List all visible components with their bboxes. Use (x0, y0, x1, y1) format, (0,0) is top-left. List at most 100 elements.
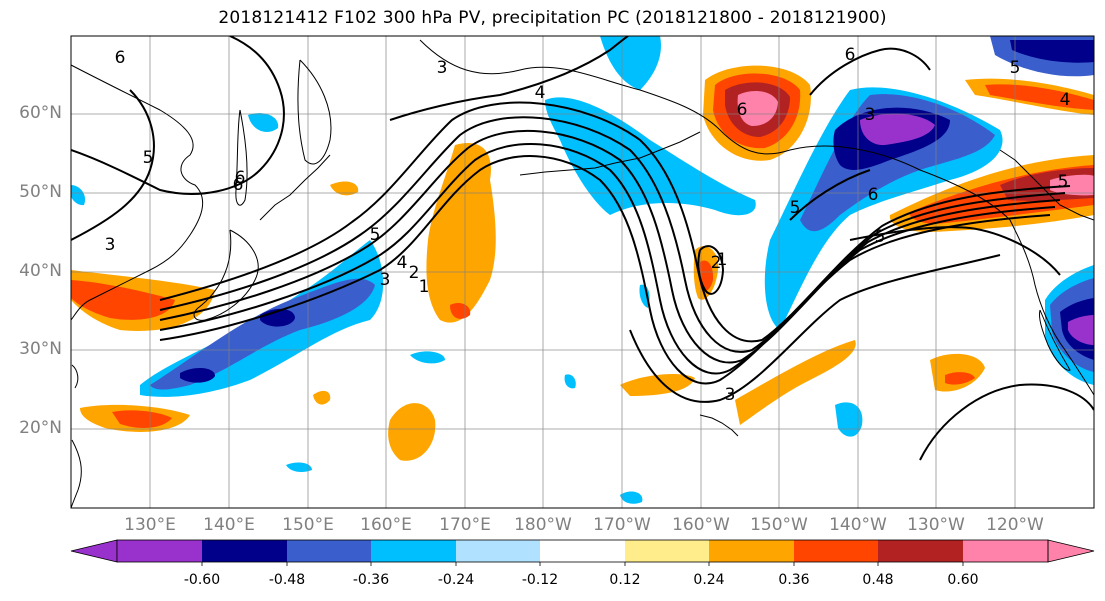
contour-label: 5 (1058, 172, 1069, 192)
coastline-kamchatka (297, 59, 332, 165)
colorbar-tick-label: 0.36 (778, 572, 810, 588)
negative-anomaly-spot-2 (410, 351, 445, 364)
lat-label: 20°N (19, 418, 62, 438)
positive-anomaly-small-1 (330, 181, 359, 196)
colorbar-tick-label: 0.12 (609, 572, 641, 588)
pv-contour-7 (71, 36, 285, 195)
contour-label: 4 (1060, 90, 1071, 110)
pv-contour-12 (919, 383, 1094, 461)
colorbar-swatch (117, 540, 202, 562)
colorbar-tick-label: 0.24 (693, 572, 725, 588)
lon-label: 120°W (986, 515, 1044, 535)
lat-label: 60°N (19, 103, 62, 123)
lon-label: 130°E (124, 515, 176, 535)
pv-contours (71, 36, 1094, 461)
lon-label: 130°W (907, 515, 965, 535)
pv-contour-9 (629, 254, 1001, 403)
colorbar-swatch (202, 540, 287, 562)
coastline-kuril (259, 154, 331, 221)
contour-label: 3 (105, 235, 116, 255)
coastline-alaska (419, 39, 1011, 221)
negative-anomaly-spot-3 (620, 491, 643, 504)
negative-anomaly-east-purple (860, 113, 935, 146)
colorbar-swatch (794, 540, 878, 562)
coastline-baja (1039, 309, 1071, 371)
positive-anomaly-south-core (112, 410, 172, 428)
coastline-sakhalin (235, 109, 248, 206)
lon-label: 170°E (439, 515, 491, 535)
contour-label: 1 (419, 277, 430, 297)
negative-anomaly-north-top (600, 36, 661, 90)
coastline-hawaii (699, 414, 739, 437)
positive-anomaly-pnw-pink (1050, 174, 1094, 196)
pv-contour-13 (849, 226, 1061, 276)
negative-anomaly-baja-purple (1068, 315, 1094, 345)
colorbar-swatch (709, 540, 794, 562)
coastline-aleutians (519, 131, 701, 176)
colorbar-tick-label: 0.48 (862, 572, 894, 588)
contour-label: 5 (1010, 58, 1021, 78)
colorbar-swatch (878, 540, 963, 562)
positive-anomaly-hawaii-1 (735, 340, 856, 425)
lon-label: 180°W (514, 515, 572, 535)
contour-label: 3 (437, 58, 448, 78)
contour-label: 6 (233, 175, 244, 195)
colorbar-tick-label: 0.60 (947, 572, 979, 588)
contour-labels: 6 3 4 5 6 3 5 6 5 6 5 6 5 3 4 5 3 2 1 2 … (105, 45, 1071, 405)
contour-label: 5 (790, 198, 801, 218)
colorbar-swatch (456, 540, 540, 562)
contour-label: 3 (725, 385, 736, 405)
pv-contour-5 (159, 101, 1071, 343)
positive-anomaly-hawaii-3-red (945, 372, 975, 385)
pv-contour-11 (789, 169, 871, 221)
positive-anomaly-japan-core (71, 280, 175, 320)
coastline-nw-canada (999, 149, 1094, 221)
contour-label: 1 (717, 250, 728, 270)
contour-label: 5 (875, 227, 886, 247)
contour-label: 6 (115, 48, 126, 68)
contour-label: 6 (845, 45, 856, 65)
negative-anomaly-core-west-2 (180, 367, 215, 383)
colorbar-tick-label: -0.36 (352, 572, 390, 588)
positive-anomaly-goa-pink (737, 90, 778, 126)
contour-label: 5 (143, 148, 154, 168)
negative-anomaly-spot-8 (71, 185, 86, 206)
coastline-na-west (1009, 219, 1094, 396)
colorbar-max-extend (1047, 539, 1095, 563)
pv-contour-1 (159, 155, 1051, 385)
contour-label: 4 (535, 83, 546, 103)
graticule (71, 36, 1094, 508)
lon-label: 170°W (593, 515, 651, 535)
positive-anomaly-plume (426, 143, 496, 323)
colorbar-frame (116, 539, 1049, 563)
positive-anomaly-hawaii-2 (620, 374, 695, 396)
pv-contour-14 (697, 245, 725, 295)
colorbar-swatch (371, 540, 456, 562)
contour-label: 2 (711, 253, 722, 273)
colorbar-tick-label: -0.24 (437, 572, 475, 588)
contour-label: 3 (380, 270, 391, 290)
positive-anomaly-small-3 (313, 390, 331, 405)
positive-anomaly-topright-red (985, 84, 1094, 110)
contour-label: 5 (370, 225, 381, 245)
negative-anomaly-spot-7 (248, 113, 279, 132)
positive-anomaly-small-2 (388, 403, 436, 461)
lon-label: 160°E (360, 515, 412, 535)
colorbar-swatch (625, 540, 709, 562)
map-frame (70, 35, 1095, 509)
contour-label: 2 (409, 263, 420, 283)
pv-contour-3 (159, 129, 1061, 364)
negative-anomaly-spot-6 (639, 284, 650, 308)
colorbar-swatch (963, 540, 1048, 562)
lat-label: 40°N (19, 261, 62, 281)
map-title: 2018121412 F102 300 hPa PV, precipitatio… (218, 8, 887, 28)
coastline-taiwan (71, 364, 79, 389)
colorbar-tick-label: -0.48 (268, 572, 306, 588)
contour-label: 6 (868, 185, 879, 205)
negative-anomaly-spot-5 (564, 374, 576, 389)
colorbar (70, 539, 1095, 566)
pv-contour-10 (809, 47, 931, 96)
lon-label: 140°E (203, 515, 255, 535)
negative-anomaly-spot-1 (835, 402, 863, 437)
